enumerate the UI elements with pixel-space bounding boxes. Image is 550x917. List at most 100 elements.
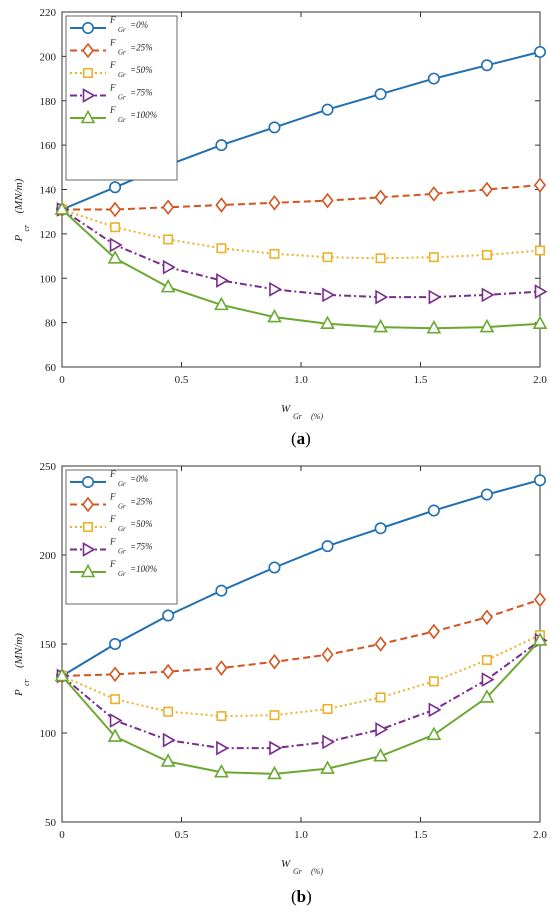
data-point: [480, 609, 493, 626]
data-point: [162, 609, 175, 622]
data-point: [163, 706, 174, 717]
data-point: [374, 636, 387, 652]
data-point: [109, 713, 123, 728]
data-point: [162, 663, 175, 680]
data-point: [268, 121, 281, 134]
y-axis-label: P: [13, 235, 25, 243]
data-point: [268, 561, 281, 574]
y-axis-label-group: Pcr (MN/m): [13, 178, 31, 242]
data-point: [481, 287, 495, 303]
data-point: [321, 646, 334, 663]
data-point: [375, 722, 389, 737]
data-point: [54, 201, 70, 215]
x-tick-label: 2.0: [533, 374, 547, 386]
y-tick-label: 50: [45, 817, 57, 829]
y-tick-label: 140: [40, 185, 57, 197]
x-tick-label: 1.0: [294, 374, 308, 386]
data-point: [428, 289, 442, 305]
data-point: [479, 318, 495, 333]
series-2: [56, 204, 545, 264]
x-tick-label: 2.0: [533, 829, 547, 841]
x-axis-label-sub: Gr: [293, 412, 303, 421]
data-point: [216, 243, 227, 254]
x-axis-label: W: [281, 403, 291, 415]
series-0: [55, 474, 546, 683]
data-point: [428, 702, 442, 718]
caption-letter: b: [297, 887, 306, 906]
series-line: [61, 639, 541, 775]
data-point: [267, 308, 282, 323]
series-1: [55, 177, 547, 218]
legend-label-sub: Gr: [118, 71, 126, 79]
legend-label: F: [109, 492, 116, 502]
data-point: [322, 734, 336, 750]
legend-label: F: [109, 60, 116, 70]
data-point: [427, 504, 440, 517]
data-point: [160, 753, 176, 767]
data-point: [427, 72, 440, 85]
data-point: [162, 259, 176, 275]
data-point: [427, 186, 440, 202]
y-axis-label-unit: (MN/m): [13, 633, 25, 668]
data-point: [373, 318, 388, 333]
legend-label: F: [109, 15, 116, 25]
data-point: [428, 252, 439, 263]
legend-label-value: =100%: [130, 564, 157, 574]
y-axis-label: P: [13, 689, 25, 697]
data-point: [269, 248, 280, 259]
legend-label: F: [109, 105, 116, 115]
x-axis-label-unit: (%): [311, 867, 323, 876]
legend-label-sub: Gr: [118, 116, 126, 124]
caption-open: (: [291, 887, 297, 906]
data-point: [322, 703, 333, 714]
data-point: [163, 234, 174, 245]
legend-marker: [83, 521, 94, 532]
legend-marker: [80, 563, 96, 578]
y-tick-label: 150: [40, 639, 57, 651]
legend: FGr =0%FGr =25%FGr =50%FGr =75%FGr =100%: [65, 469, 178, 605]
x-tick-label: 0: [59, 374, 65, 386]
data-point: [269, 281, 283, 297]
legend-label-sub: Gr: [118, 480, 126, 488]
figure-caption: (a): [291, 429, 311, 448]
data-point: [162, 732, 176, 748]
legend-label-value: =75%: [130, 88, 153, 98]
x-axis-label: W: [281, 858, 291, 870]
y-tick-label: 200: [40, 51, 57, 63]
y-axis-label-group: Pcr (MN/m): [13, 633, 31, 697]
legend-box: [65, 469, 178, 605]
legend-label: F: [109, 514, 116, 524]
data-point: [322, 252, 333, 263]
x-tick-label: 1.0: [294, 829, 308, 841]
legend-label-value: =50%: [130, 519, 153, 529]
data-point: [107, 728, 123, 742]
y-axis-label-unit: (MN/m): [13, 178, 25, 213]
figure-caption: (b): [291, 887, 312, 906]
legend-label-sub: Gr: [118, 49, 126, 57]
series-3: [56, 633, 548, 756]
data-point: [375, 289, 389, 305]
series-line: [61, 639, 541, 750]
data-point: [214, 296, 229, 311]
x-tick-label: 0.5: [175, 829, 189, 841]
legend-label-value: =100%: [130, 110, 157, 120]
data-point: [481, 249, 492, 260]
data-point: [269, 740, 283, 756]
data-point: [481, 672, 495, 687]
x-tick-label: 0: [59, 829, 65, 841]
data-point: [109, 201, 122, 218]
series-4: [54, 632, 548, 780]
y-tick-label: 200: [40, 550, 57, 562]
legend-label-value: =75%: [130, 542, 153, 552]
data-point: [374, 189, 387, 206]
legend-label-sub: Gr: [118, 503, 126, 511]
data-point: [321, 540, 334, 553]
legend-label-value: =50%: [130, 65, 153, 75]
data-point: [480, 59, 493, 72]
legend-label: F: [109, 38, 116, 48]
legend-label-sub: Gr: [118, 26, 126, 34]
x-tick-label: 1.5: [414, 829, 428, 841]
data-point: [109, 237, 123, 253]
data-point: [480, 488, 493, 501]
legend-marker: [82, 88, 96, 103]
